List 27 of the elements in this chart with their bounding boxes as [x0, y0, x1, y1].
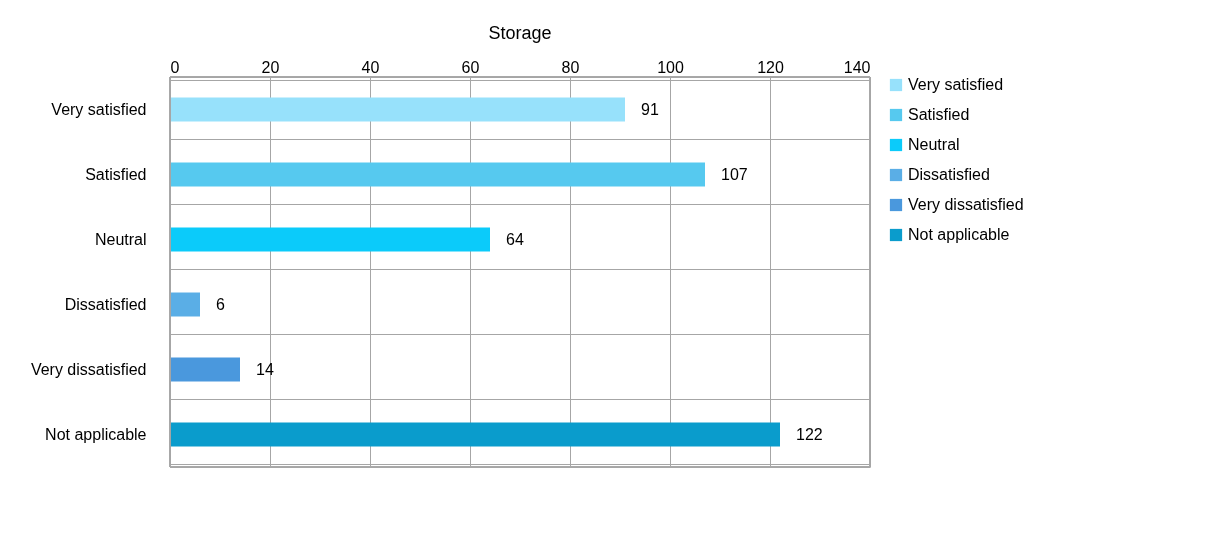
- legend-label: Not applicable: [908, 226, 1010, 243]
- y-tick-label: Satisfied: [85, 166, 147, 183]
- legend-label: Dissatisfied: [908, 166, 990, 183]
- data-label: 14: [256, 360, 274, 378]
- y-tick-label: Very dissatisfied: [30, 361, 147, 378]
- data-label: 107: [721, 165, 748, 183]
- x-tick-label: 20: [261, 58, 280, 76]
- legend-label: Very dissatisfied: [908, 196, 1024, 213]
- x-tick-label: 140: [843, 58, 871, 76]
- x-tick-label: 60: [461, 58, 480, 76]
- x-tick-label: 80: [561, 58, 580, 76]
- legend-label: Satisfied: [908, 106, 970, 123]
- y-tick-label: Dissatisfied: [64, 296, 147, 313]
- data-label: 91: [641, 100, 659, 118]
- chart-title: Storage: [488, 23, 552, 43]
- y-tick-label: Neutral: [94, 231, 147, 248]
- x-tick-label: 100: [657, 58, 684, 76]
- x-tick-label: 0: [170, 58, 180, 76]
- x-tick-label: 40: [361, 58, 380, 76]
- data-label: 64: [506, 230, 524, 248]
- y-tick-label: Not applicable: [45, 426, 147, 443]
- data-label: 122: [796, 425, 823, 443]
- legend-label: Very satisfied: [908, 76, 1004, 93]
- x-tick-label: 120: [757, 58, 784, 76]
- y-tick-label: Very satisfied: [51, 101, 147, 118]
- legend-label: Neutral: [908, 136, 960, 153]
- data-label: 6: [216, 295, 225, 313]
